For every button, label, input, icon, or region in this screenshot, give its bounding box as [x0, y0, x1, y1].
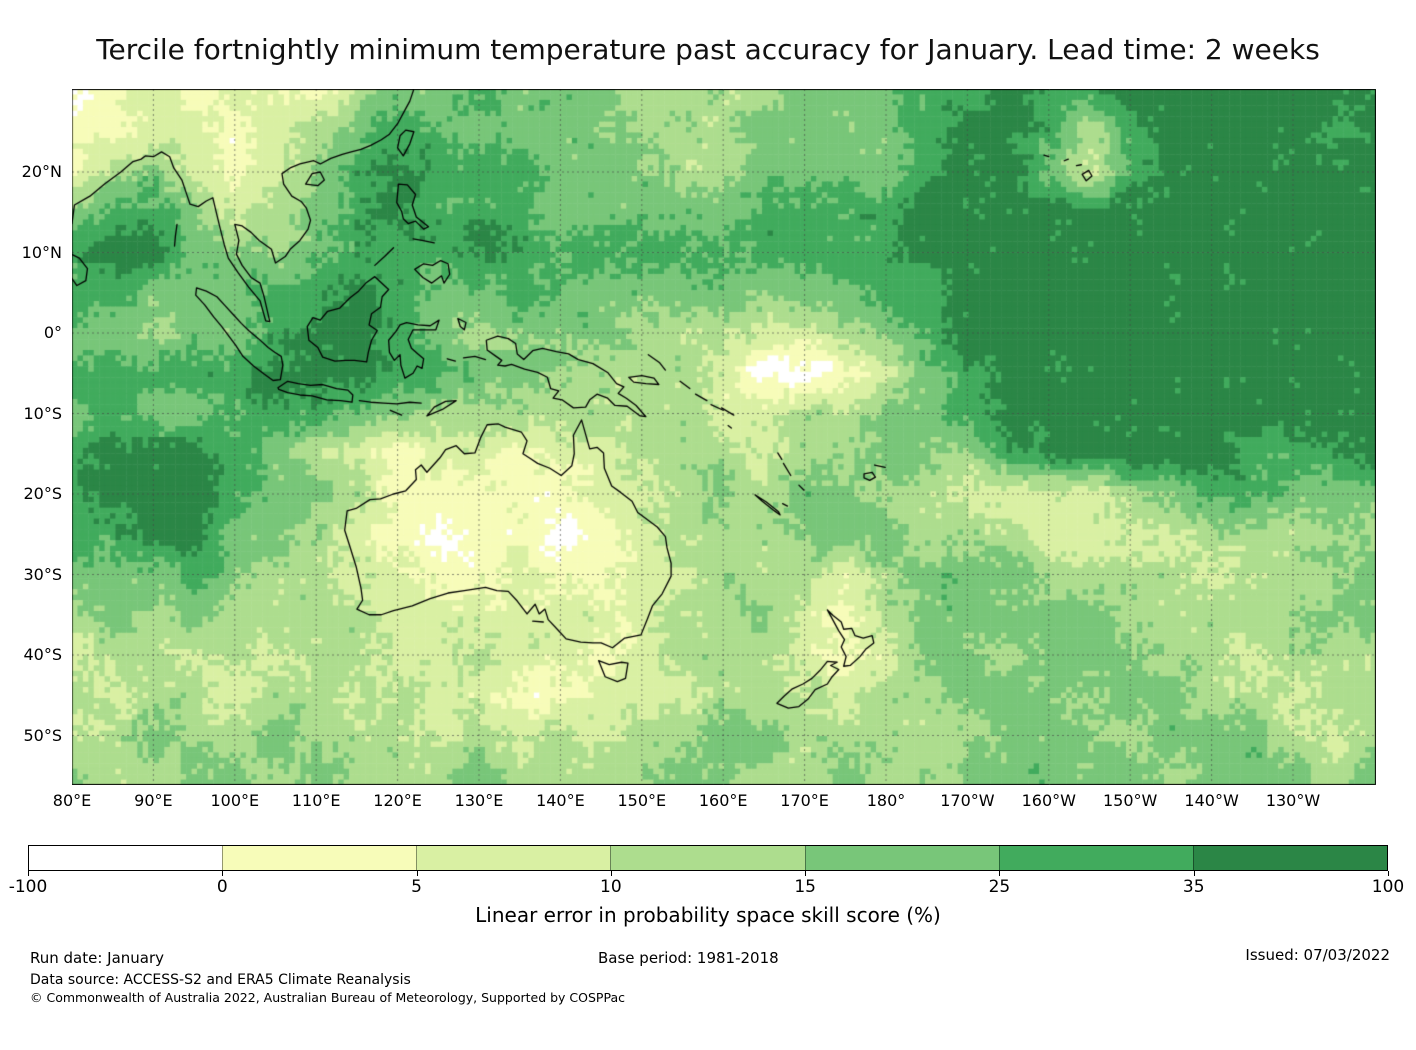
lon-tick-label: 160°W — [1021, 791, 1076, 810]
lat-tick-label: 10°N — [21, 242, 62, 262]
colorbar-tick — [1388, 871, 1389, 876]
lon-tick-label: 100°E — [210, 791, 260, 810]
lat-tick-label: 20°S — [23, 484, 62, 503]
colorbar-segment — [610, 846, 805, 870]
colorbar-tick — [1193, 871, 1195, 876]
colorbar-tick-label: 0 — [216, 877, 228, 897]
colorbar-tick-label: -100 — [8, 877, 48, 897]
lat-tick-label: 0° — [43, 323, 62, 342]
lon-tick-label: 180° — [866, 791, 906, 810]
colorbar-tick-label: 25 — [988, 877, 1011, 897]
run-date-text: Run date: January — [30, 949, 165, 967]
skill-score-heatmap — [72, 89, 1376, 785]
lon-tick-label: 80°E — [52, 791, 92, 810]
colorbar-tick-label: 15 — [794, 877, 816, 897]
colorbar-segment — [998, 846, 1193, 870]
colorbar-tick-label: 5 — [411, 877, 422, 897]
lon-tick-label: 130°W — [1265, 791, 1321, 810]
colorbar-tick — [610, 871, 612, 876]
colorbar-tick-label: 100 — [1371, 877, 1405, 897]
chart-title: Tercile fortnightly minimum temperature … — [96, 33, 1320, 66]
issued-date-text: Issued: 07/03/2022 — [1245, 946, 1390, 964]
colorbar-segment — [222, 846, 417, 870]
colorbar-tick-label: 35 — [1182, 877, 1205, 897]
lat-tick-label: 30°S — [23, 564, 62, 584]
copyright-text: © Commonwealth of Australia 2022, Austra… — [30, 990, 625, 1005]
colorbar-tick — [805, 871, 807, 876]
lon-tick-label: 150°W — [1103, 791, 1158, 810]
lat-tick-label: 10°S — [23, 403, 62, 423]
lon-tick-label: 120°E — [373, 791, 422, 810]
colorbar-tick — [28, 871, 29, 876]
colorbar-tick — [999, 871, 1001, 876]
colorbar-segment — [1192, 846, 1387, 870]
lon-tick-label: 140°E — [536, 791, 585, 810]
colorbar-tick — [222, 871, 224, 876]
colorbar-segment — [416, 846, 611, 870]
colorbar-tick-label: 10 — [600, 877, 622, 897]
colorbar-tick — [416, 871, 418, 876]
lon-tick-label: 110°E — [291, 791, 341, 810]
lon-tick-label: 160°E — [698, 791, 748, 810]
lat-tick-label: 20°N — [21, 162, 62, 181]
colorbar-segment — [804, 846, 999, 870]
lon-tick-label: 90°E — [134, 791, 173, 810]
lon-tick-label: 150°E — [617, 791, 667, 810]
lon-tick-label: 170°W — [940, 791, 995, 810]
colorbar-segment — [29, 846, 223, 870]
lon-tick-label: 130°E — [454, 791, 504, 810]
lon-tick-label: 170°E — [780, 791, 829, 810]
colorbar-label: Linear error in probability space skill … — [475, 903, 941, 927]
lat-tick-label: 40°S — [23, 645, 62, 664]
base-period-text: Base period: 1981-2018 — [598, 949, 779, 967]
colorbar — [28, 845, 1388, 871]
data-source-text: Data source: ACCESS-S2 and ERA5 Climate … — [30, 972, 411, 988]
lat-tick-label: 50°S — [23, 725, 62, 745]
lon-tick-label: 140°W — [1184, 791, 1239, 810]
